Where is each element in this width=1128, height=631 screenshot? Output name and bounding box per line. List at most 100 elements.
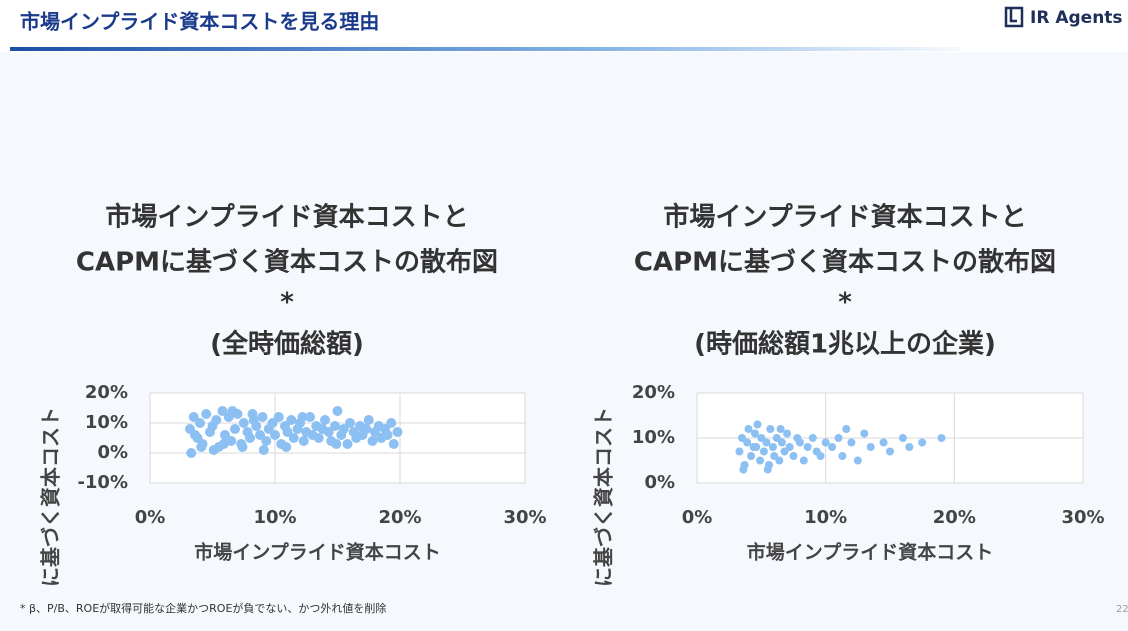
x-tick-label: 0%	[682, 507, 713, 528]
point	[386, 418, 397, 428]
point	[188, 412, 199, 422]
point	[775, 456, 784, 465]
x-tick-label: 10%	[253, 507, 296, 528]
point	[247, 409, 258, 419]
x-tick-label: 30%	[503, 507, 546, 528]
point	[853, 456, 862, 465]
point	[267, 418, 278, 428]
point	[237, 442, 248, 452]
header-line	[10, 47, 960, 51]
y-tick-label: 20%	[85, 382, 128, 403]
point	[382, 430, 393, 440]
point	[785, 443, 794, 451]
point	[388, 439, 399, 449]
point	[305, 412, 315, 422]
chart-title: *	[280, 288, 294, 318]
point	[759, 447, 768, 456]
x-tick-label: 10%	[804, 507, 847, 528]
point	[750, 429, 759, 438]
point	[281, 442, 292, 452]
point	[330, 421, 340, 431]
y-tick-label: -10%	[77, 472, 128, 493]
point	[886, 447, 894, 456]
point	[297, 412, 308, 422]
point	[898, 434, 907, 442]
point	[744, 425, 753, 433]
point	[286, 415, 297, 425]
x-tick-label: 20%	[378, 507, 421, 528]
point	[765, 461, 774, 469]
point	[753, 420, 762, 429]
point	[251, 421, 262, 431]
point	[392, 427, 403, 437]
point	[783, 429, 792, 438]
point	[866, 443, 875, 451]
point	[905, 443, 914, 451]
point	[937, 434, 946, 442]
chart-title: *	[838, 288, 852, 318]
point	[363, 415, 374, 425]
point	[777, 438, 786, 447]
point	[762, 438, 771, 447]
y-tick-label: 0%	[97, 442, 128, 463]
point	[338, 424, 349, 434]
point	[918, 438, 927, 447]
point	[196, 442, 207, 452]
point	[331, 439, 342, 449]
logo-text: IR Agents	[1030, 8, 1123, 28]
point	[842, 425, 851, 433]
point	[743, 438, 752, 447]
point	[345, 418, 355, 428]
point	[211, 415, 222, 425]
point	[756, 456, 765, 465]
point	[298, 436, 309, 446]
point	[795, 438, 804, 447]
x-axis-label: 市場インプライド資本コスト	[194, 541, 440, 564]
y-tick-label: 20%	[632, 382, 675, 403]
point	[257, 412, 268, 422]
chart-title: 市場インプライド資本コストと	[105, 202, 468, 233]
point	[255, 430, 265, 440]
point	[323, 427, 334, 437]
point	[772, 434, 781, 442]
x-tick-label: 0%	[135, 507, 166, 528]
point	[808, 434, 817, 442]
point	[847, 438, 856, 447]
point	[766, 425, 775, 433]
y-axis-label: に基づく資本コスト	[592, 407, 616, 587]
x-tick-label: 20%	[933, 507, 976, 528]
point	[776, 425, 785, 433]
point	[313, 433, 324, 443]
point	[186, 448, 197, 458]
point	[838, 452, 847, 460]
point	[221, 436, 232, 446]
page-number: 22	[1116, 604, 1128, 615]
y-tick-label: 0%	[644, 472, 675, 493]
y-tick-label: 10%	[632, 427, 675, 448]
footnote: * β、P/B、ROEが取得可能な企業かつROEが負でない、かつ外れ値を削除	[20, 601, 386, 615]
y-tick-label: 10%	[85, 412, 128, 433]
point	[320, 415, 330, 425]
point	[270, 430, 280, 440]
point	[332, 406, 343, 416]
point	[803, 443, 812, 451]
point	[201, 409, 212, 419]
point	[735, 447, 744, 456]
point	[747, 452, 756, 460]
point	[245, 433, 255, 443]
point	[768, 443, 777, 451]
header-title: 市場インプライド資本コストを見る理由	[20, 10, 379, 34]
point	[780, 447, 789, 456]
chart-title: CAPMに基づく資本コストの散布図	[76, 248, 498, 278]
point	[190, 430, 200, 440]
point	[789, 452, 798, 460]
point	[821, 438, 830, 447]
point	[752, 443, 761, 451]
point	[238, 418, 249, 428]
point	[799, 456, 808, 465]
point	[195, 418, 205, 428]
point	[739, 465, 748, 474]
point	[757, 434, 766, 442]
